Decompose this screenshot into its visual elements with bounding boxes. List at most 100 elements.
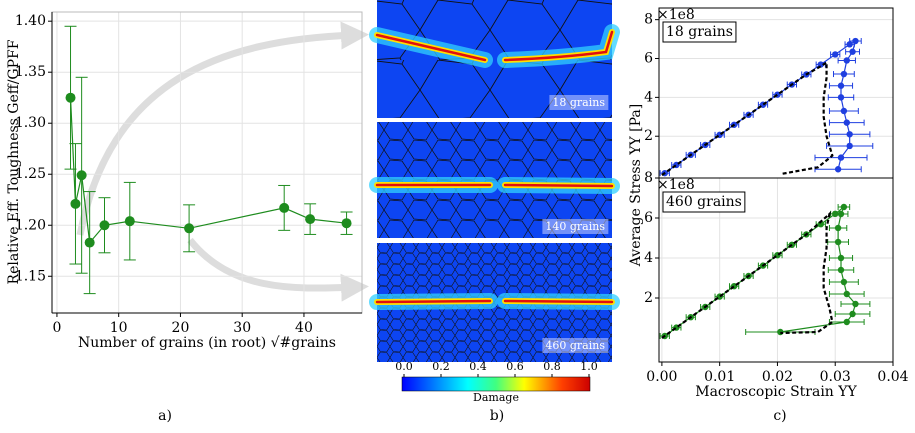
colorbar-tick-label: 0.4: [469, 360, 487, 373]
data-point: [837, 266, 845, 274]
x-tick-label: 0.02: [762, 369, 793, 385]
y-tick-label: 1.30: [15, 115, 46, 131]
field-label-box: [542, 219, 609, 234]
y-tick-label: 4: [644, 89, 653, 105]
data-point: [70, 198, 81, 209]
x-tick-label: 0.01: [704, 369, 735, 385]
x-tick-label: 30: [233, 320, 251, 336]
y-tick-label: 8: [644, 12, 653, 28]
annotation: 18 grains: [662, 21, 737, 43]
colorbar-tick-label: 0.0: [395, 360, 413, 373]
y-tick-label: 1.25: [15, 166, 46, 182]
x-axis-label: Number of grains (in root) √#grains: [78, 335, 336, 351]
y-tick-label: 1.15: [15, 268, 46, 284]
data-point: [84, 237, 95, 248]
data-point: [843, 318, 850, 326]
mean-curve: [661, 210, 834, 339]
x-tick-label: 0: [52, 320, 61, 336]
x-tick-label: 0.04: [877, 369, 908, 385]
plot-frame: [51, 11, 363, 314]
x-tick-label: 0.03: [820, 369, 851, 385]
y-tick-label: 2: [644, 290, 653, 306]
y-axis-label: Relative Eff. Toughness Geff/GPFF: [6, 39, 22, 284]
data-point: [99, 220, 110, 231]
annotation-text: 460 grains: [666, 194, 742, 210]
y-axis-label: Average Stress YY [Pa]: [628, 104, 644, 267]
field-label-text: 140 grains: [545, 220, 605, 233]
x-tick-label: 0.00: [646, 369, 677, 385]
data-point: [852, 37, 859, 45]
data-point: [279, 202, 290, 213]
y-tick-label: 8: [644, 170, 653, 186]
colorbar-tick-label: 0.6: [506, 360, 524, 373]
data-point: [840, 203, 848, 211]
arrow: [76, 21, 369, 236]
field-images: [369, 0, 620, 392]
y-tick-label: 1.35: [15, 64, 46, 80]
series-line: [69, 97, 347, 245]
data-point: [834, 238, 842, 246]
data-point: [834, 224, 842, 232]
colorbar-label: Damage: [473, 391, 519, 404]
x-tick-label: 40: [295, 320, 313, 336]
data-point: [76, 170, 87, 181]
data-point: [837, 154, 845, 161]
colorbar-tick-label: 1.0: [580, 360, 598, 373]
y-tick-label: 6: [644, 51, 653, 67]
data-point: [843, 290, 850, 298]
x-axis-label: Macroscopic Strain YY: [695, 384, 857, 400]
data-point: [846, 131, 853, 138]
data-point: [843, 119, 850, 126]
data-point: [837, 82, 845, 89]
field-label-text: 460 grains: [545, 339, 605, 352]
mean-curve: [661, 60, 834, 176]
field-label: 460 grains: [542, 338, 609, 353]
field-label-box: [542, 338, 609, 353]
cracks: [369, 24, 620, 310]
data-point: [840, 107, 848, 115]
data-point: [843, 57, 850, 64]
data-point: [65, 92, 76, 103]
field-label-box: [549, 95, 609, 110]
y-tick-label: 1.40: [15, 13, 46, 29]
offset-text: ×1e8: [657, 177, 695, 193]
field-label: 140 grains: [542, 219, 609, 234]
data-point: [305, 214, 316, 225]
colorbar-tick-label: 0.2: [432, 360, 450, 373]
arrow: [187, 237, 369, 302]
data-point: [846, 41, 853, 48]
data-point: [840, 70, 848, 78]
field-label-text: 18 grains: [552, 96, 605, 109]
offset-text: ×1e8: [657, 7, 695, 23]
data-point: [837, 94, 845, 101]
data-point: [846, 142, 853, 150]
annotation-box: [662, 21, 737, 43]
data-point: [124, 216, 135, 227]
data-point: [341, 218, 352, 229]
data-point: [832, 51, 839, 58]
y-tick-label: 6: [644, 210, 653, 226]
annotation-text: 18 grains: [666, 24, 733, 40]
colorbar-tick-label: 0.8: [543, 360, 561, 373]
data-point: [837, 210, 845, 218]
annotation: 460 grains: [662, 191, 746, 213]
annotation-box: [662, 191, 746, 213]
data-point: [840, 278, 848, 286]
data-point: [837, 254, 845, 262]
y-tick-label: 4: [644, 250, 653, 266]
panel-label: c): [773, 408, 786, 424]
y-tick-label: 1.20: [15, 217, 46, 233]
data-point: [184, 223, 195, 234]
data-point: [852, 300, 859, 308]
panel-label: b): [490, 408, 504, 424]
x-tick-label: 10: [110, 320, 128, 336]
colorbar: [401, 376, 591, 392]
y-tick-label: 2: [644, 128, 653, 144]
data-point: [849, 310, 856, 318]
field-label: 18 grains: [549, 95, 609, 110]
x-tick-label: 20: [172, 320, 190, 336]
data-point: [834, 166, 842, 173]
panel-label: a): [158, 408, 172, 424]
